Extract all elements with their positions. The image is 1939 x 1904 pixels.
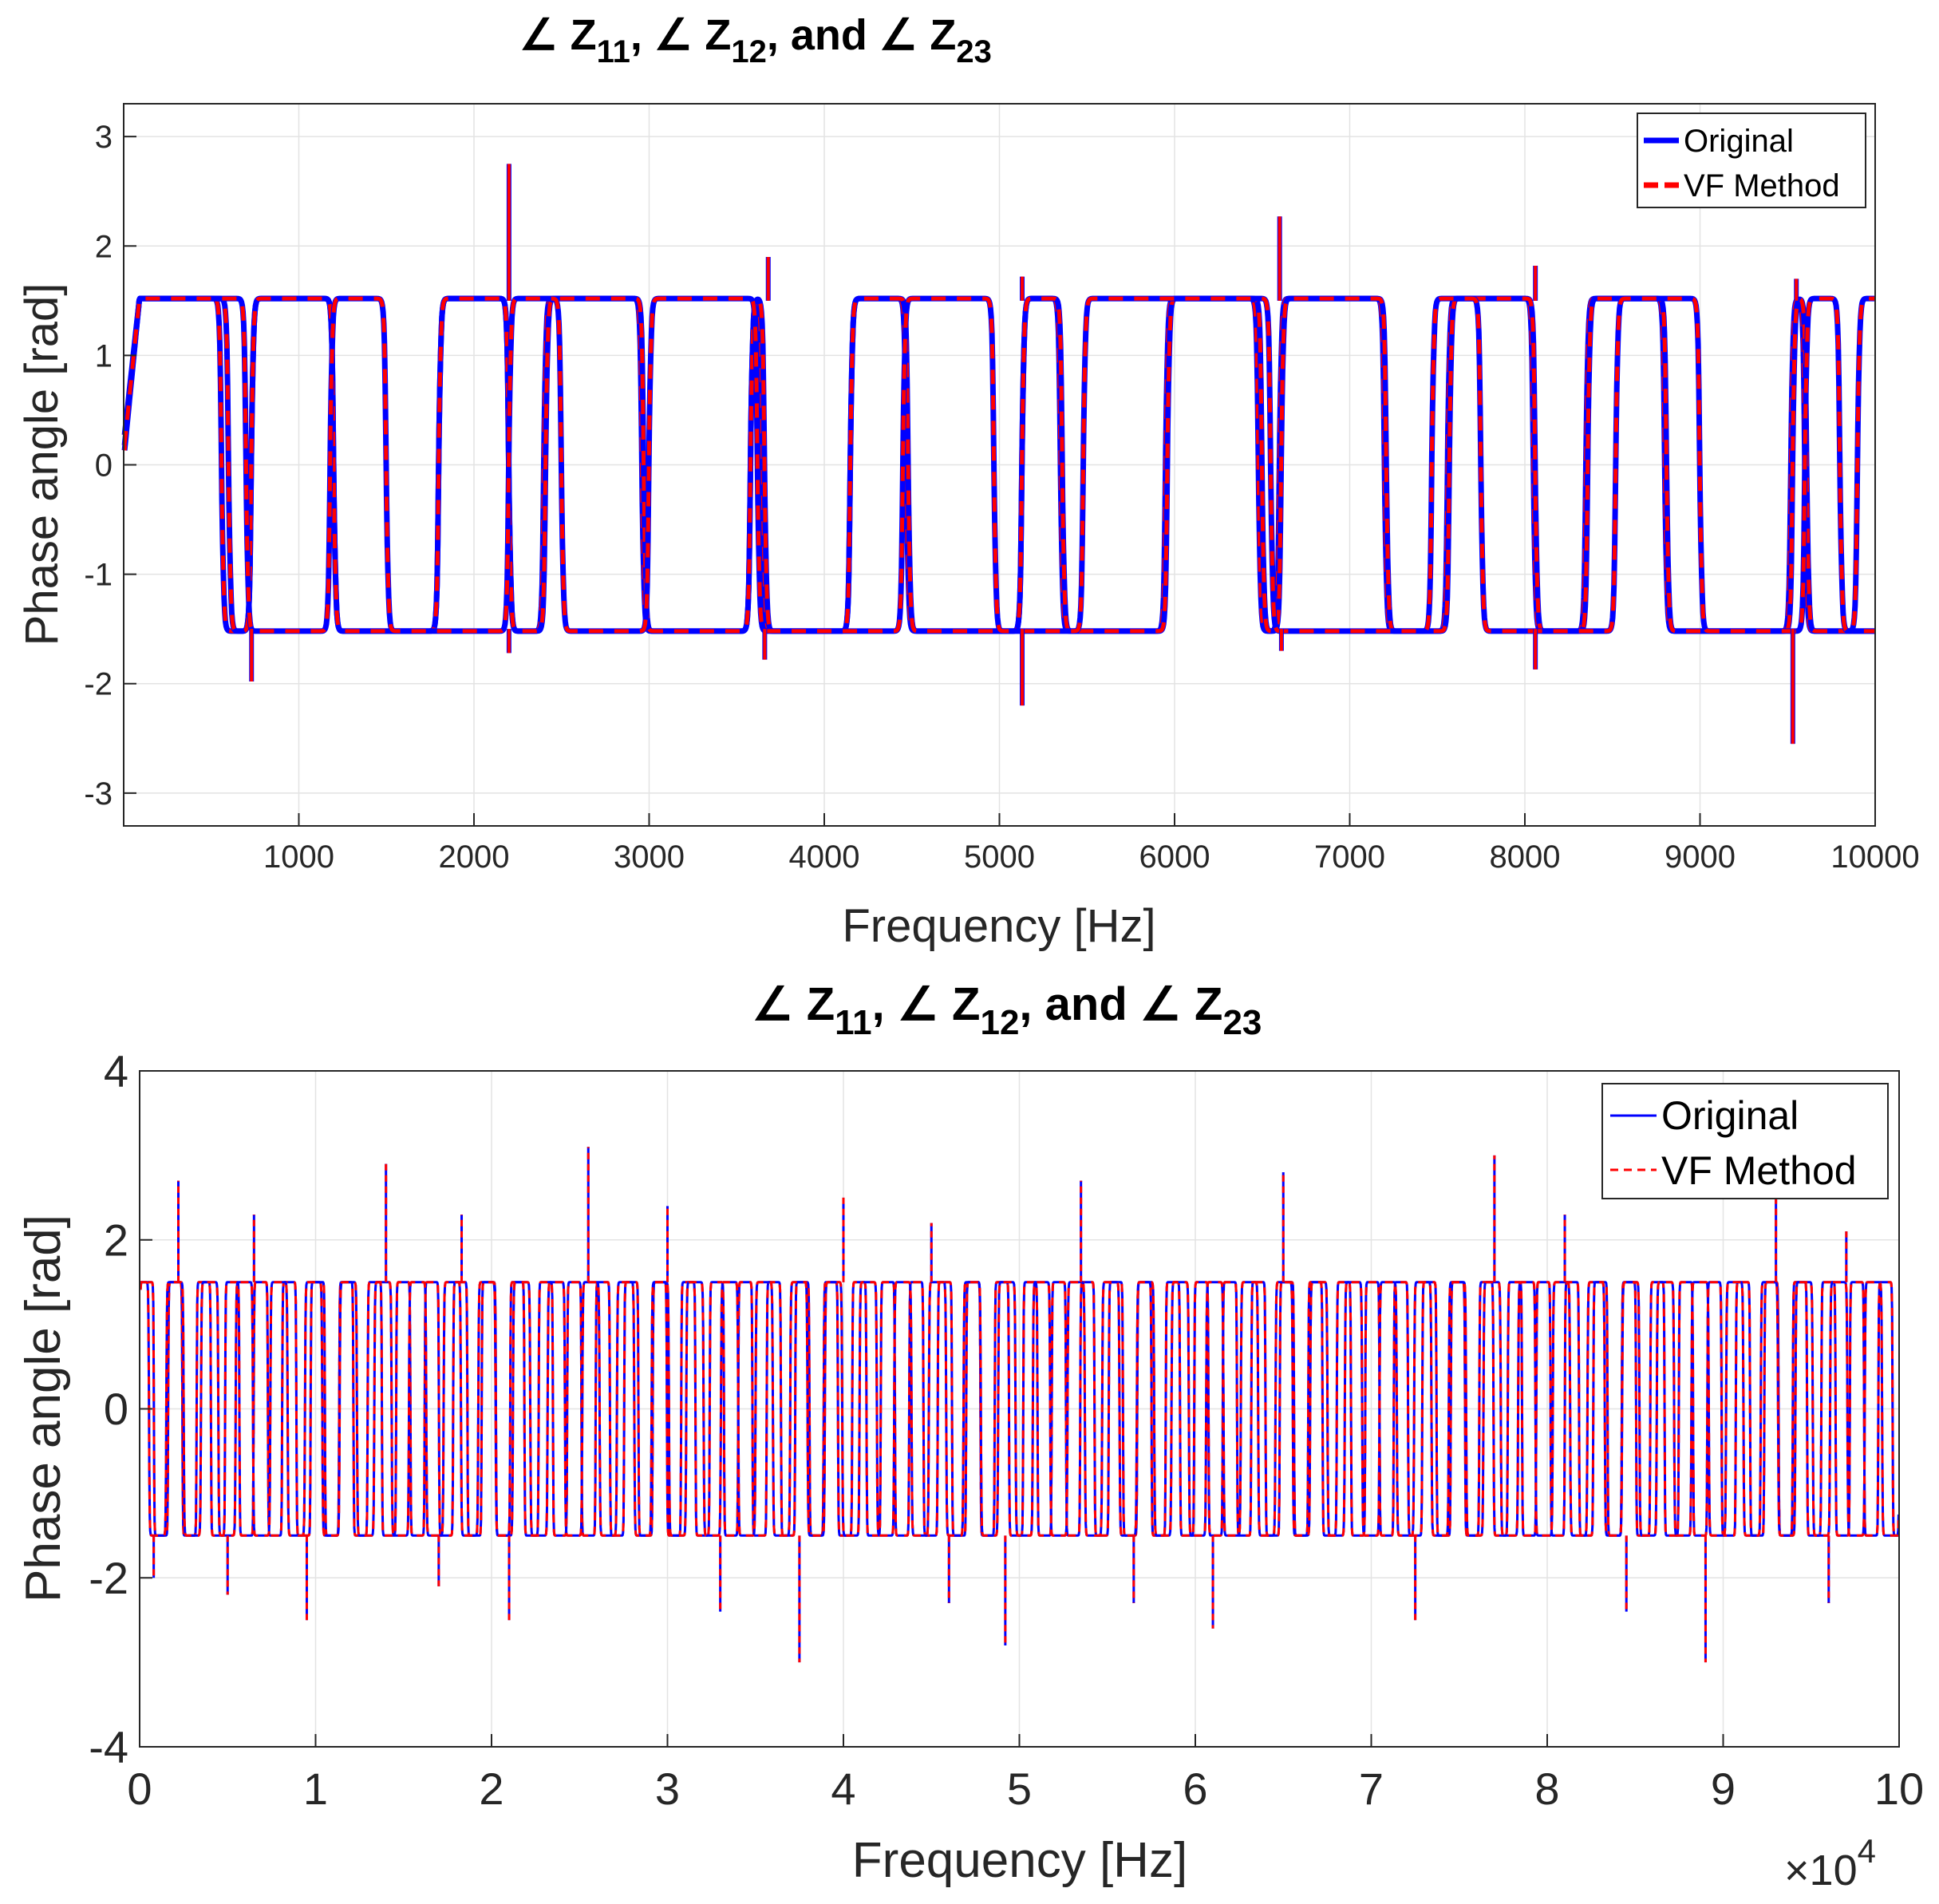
legend-label-original: Original xyxy=(1684,124,1794,159)
y-tick-label: -2 xyxy=(84,667,113,702)
y-tick-label: 2 xyxy=(104,1215,128,1265)
x-tick-label: 8 xyxy=(1534,1764,1559,1814)
chart-top-y-axis-label: Phase angle [rad] xyxy=(16,283,68,646)
chart-bottom-x-axis-label: Frequency [Hz] xyxy=(852,1833,1187,1888)
chart-bottom-y-axis-label: Phase angle [rad] xyxy=(16,1215,71,1602)
chart-top-x-axis-label: Frequency [Hz] xyxy=(842,900,1155,952)
x-tick-label: 1000 xyxy=(263,839,334,875)
chart-top-y-ticks: -3 -2 -1 0 1 2 3 xyxy=(84,120,136,812)
x-tick-label: 3 xyxy=(655,1764,680,1814)
y-tick-label: 0 xyxy=(95,448,113,484)
series-vf-dense xyxy=(140,1281,1900,1537)
y-tick-label: 4 xyxy=(104,1046,128,1096)
x-tick-label: 6 xyxy=(1183,1764,1207,1814)
x-tick-label: 4000 xyxy=(789,839,860,875)
legend-label-original: Original xyxy=(1661,1093,1799,1138)
legend-label-vf: VF Method xyxy=(1661,1148,1857,1193)
x-tick-label: 9000 xyxy=(1665,839,1736,875)
y-tick-label: -1 xyxy=(84,558,113,593)
y-tick-label: -3 xyxy=(84,776,113,812)
legend-box xyxy=(1637,113,1866,208)
x-tick-label: 10 xyxy=(1874,1764,1924,1814)
x-tick-label: 7000 xyxy=(1314,839,1385,875)
x-tick-label: 3000 xyxy=(614,839,685,875)
x-tick-label: 4 xyxy=(831,1764,855,1814)
x-tick-label: 5 xyxy=(1007,1764,1032,1814)
chart-top-series xyxy=(121,164,1877,745)
chart-bottom: ∠ Z11, ∠ Z12, and ∠ Z23 0 1 2 3 4 5 6 7 8 9 10 -4-… xyxy=(16,978,1924,1894)
x-tick-label: 9 xyxy=(1711,1764,1736,1814)
chart-bottom-y-ticks: -4 -2 0 2 4 xyxy=(89,1046,152,1772)
y-tick-label: 1 xyxy=(95,338,113,373)
x-tick-label: 8000 xyxy=(1490,839,1561,875)
angle-symbol: ∠ xyxy=(519,11,558,59)
x-tick-label: 1 xyxy=(303,1764,328,1814)
chart-bottom-x-ticks: 0 1 2 3 4 5 6 7 8 9 10 xyxy=(127,1734,1924,1814)
chart-bottom-series xyxy=(139,1147,1900,1663)
chart-bottom-x-multiplier: ×104 xyxy=(1784,1832,1876,1894)
y-tick-label: 0 xyxy=(104,1384,128,1434)
chart-top: ∠ Z11, ∠ Z12, and ∠ Z23 1000 2000 3000 4000… xyxy=(16,11,1920,952)
chart-bottom-title: ∠ Z11, ∠ Z12, and ∠ Z23 xyxy=(752,978,1262,1042)
x-tick-label: 7 xyxy=(1359,1764,1384,1814)
y-tick-label: -2 xyxy=(89,1553,128,1603)
legend-box xyxy=(1601,1083,1889,1199)
chart-top-legend: Original VF Method xyxy=(1637,113,1866,208)
y-tick-label: 3 xyxy=(95,120,113,155)
x-tick-label: 2 xyxy=(479,1764,504,1814)
x-tick-label: 10000 xyxy=(1830,839,1919,875)
y-tick-label: 2 xyxy=(95,229,113,264)
chart-top-x-ticks: 1000 2000 3000 4000 5000 6000 7000 8000 9000 1000… xyxy=(263,813,1920,875)
x-tick-label: 2000 xyxy=(439,839,510,875)
legend-label-vf: VF Method xyxy=(1684,168,1840,203)
y-tick-label: -4 xyxy=(89,1722,128,1772)
x-tick-label: 5000 xyxy=(964,839,1035,875)
chart-top-title: ∠ Z11, ∠ Z12, and ∠ Z23 xyxy=(519,11,992,69)
series-vf-Z23 xyxy=(122,296,1875,634)
chart-bottom-legend: Original VF Method xyxy=(1601,1083,1889,1199)
x-tick-label: 6000 xyxy=(1139,839,1210,875)
x-tick-label: 0 xyxy=(127,1764,152,1814)
